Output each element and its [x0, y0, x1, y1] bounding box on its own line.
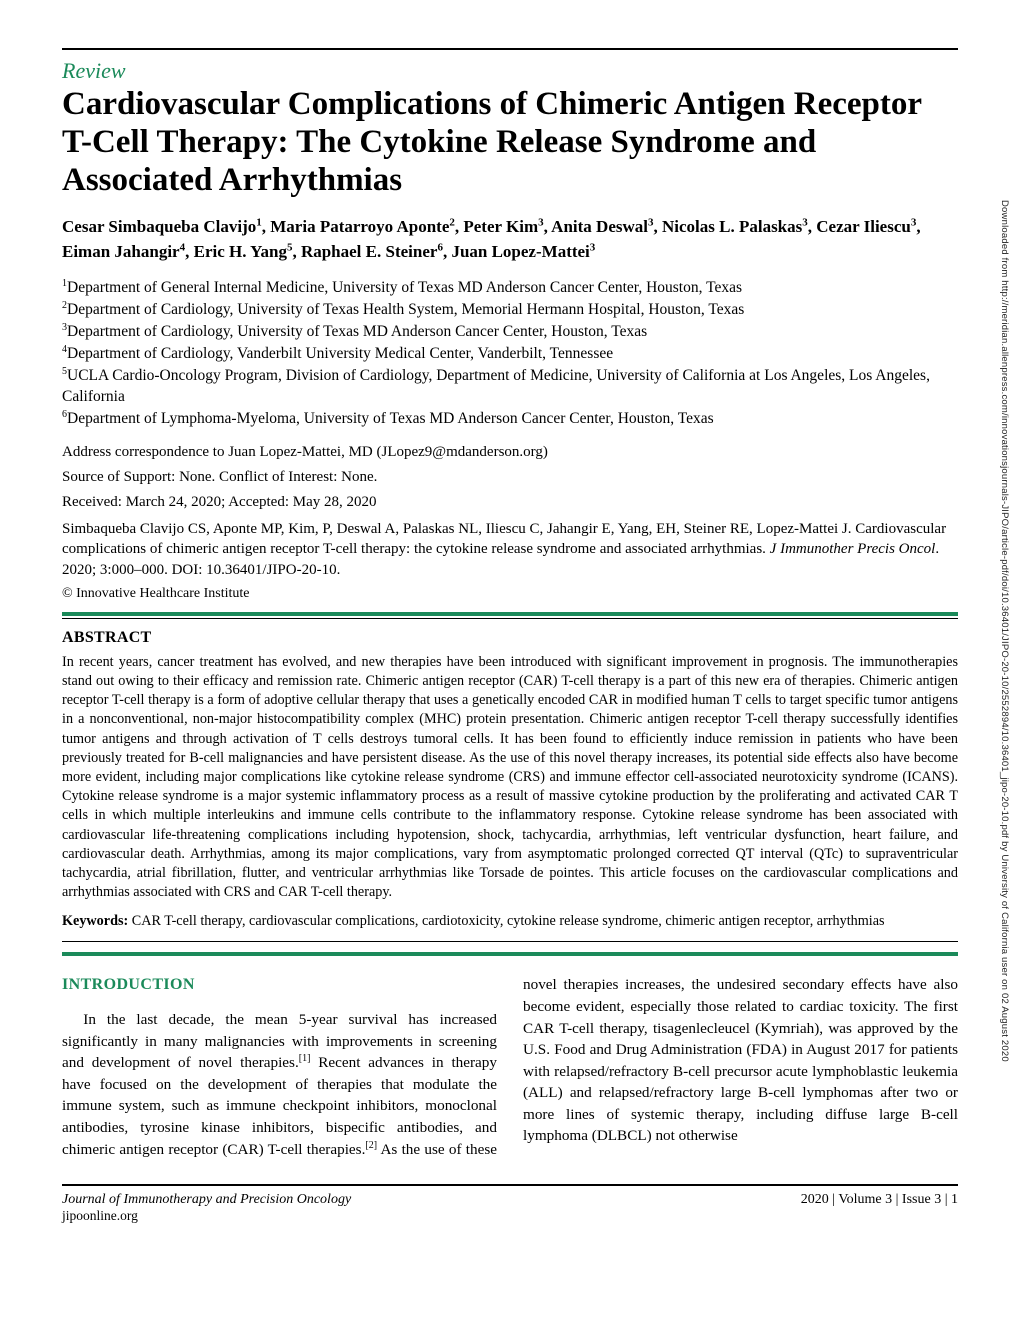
abstract-rule-top [62, 612, 958, 616]
support-statement: Source of Support: None. Conflict of Int… [62, 469, 958, 486]
correspondence: Address correspondence to Juan Lopez-Mat… [62, 444, 958, 461]
affiliations: 1Department of General Internal Medicine… [62, 277, 958, 430]
abstract-text: In recent years, cancer treatment has ev… [62, 653, 958, 902]
keywords-label: Keywords: [62, 913, 128, 929]
author-list: Cesar Simbaqueba Clavijo1, Maria Patarro… [62, 214, 958, 265]
introduction-heading: INTRODUCTION [62, 974, 497, 997]
citation: Simbaqueba Clavijo CS, Aponte MP, Kim, P… [62, 519, 958, 580]
copyright: © Innovative Healthcare Institute [62, 586, 958, 602]
abstract-rule-thin [62, 618, 958, 619]
top-rule [62, 48, 958, 50]
keywords: Keywords: CAR T-cell therapy, cardiovasc… [62, 912, 958, 931]
footer: Journal of Immunotherapy and Precision O… [62, 1184, 958, 1224]
footer-left: Journal of Immunotherapy and Precision O… [62, 1192, 351, 1224]
abstract-heading: ABSTRACT [62, 629, 958, 647]
keywords-text: CAR T-cell therapy, cardiovascular compl… [128, 913, 884, 929]
footer-site: jipoonline.org [62, 1208, 351, 1224]
body-columns: INTRODUCTION In the last decade, the mea… [62, 974, 958, 1160]
footer-journal: Journal of Immunotherapy and Precision O… [62, 1192, 351, 1207]
download-watermark: Downloaded from http://meridian.allenpre… [999, 200, 1010, 1062]
article-type: Review [62, 58, 958, 84]
article-title: Cardiovascular Complications of Chimeric… [62, 86, 958, 200]
footer-issue: 2020 | Volume 3 | Issue 3 | 1 [801, 1192, 958, 1224]
abstract-rule-thin-bottom [62, 941, 958, 942]
abstract-rule-bottom [62, 952, 958, 956]
introduction-paragraph: In the last decade, the mean 5-year surv… [62, 974, 958, 1160]
citation-journal: J Immunother Precis Oncol [770, 541, 936, 557]
dates: Received: March 24, 2020; Accepted: May … [62, 494, 958, 511]
